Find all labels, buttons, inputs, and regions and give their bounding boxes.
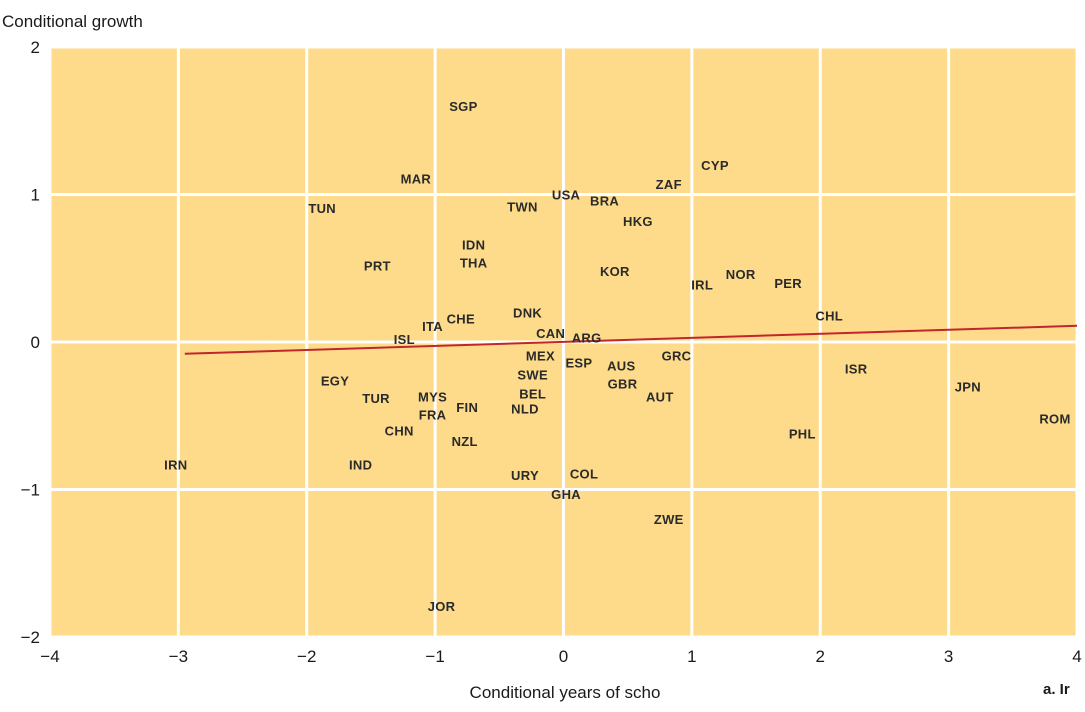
point-label-mys: MYS: [418, 390, 447, 405]
point-label-can: CAN: [536, 326, 565, 341]
point-label-col: COL: [570, 466, 598, 481]
point-label-zaf: ZAF: [656, 177, 682, 192]
point-label-kor: KOR: [600, 264, 630, 279]
point-label-zwe: ZWE: [654, 512, 684, 527]
point-label-isr: ISR: [845, 362, 868, 377]
corner-note: a. Ir: [1043, 681, 1070, 698]
point-label-dnk: DNK: [513, 306, 542, 321]
y-axis-title: Conditional growth: [2, 12, 143, 31]
point-label-phl: PHL: [789, 426, 816, 441]
x-tick-label: 4: [1072, 647, 1081, 666]
x-tick-label: 1: [687, 647, 696, 666]
point-label-aut: AUT: [646, 390, 674, 405]
point-label-esp: ESP: [565, 356, 592, 371]
point-label-isl: ISL: [394, 332, 415, 347]
x-tick-label: −2: [297, 647, 316, 666]
point-label-mex: MEX: [526, 348, 555, 363]
point-label-tun: TUN: [308, 201, 336, 216]
point-label-egy: EGY: [321, 373, 349, 388]
point-label-fra: FRA: [419, 407, 447, 422]
point-label-usa: USA: [552, 188, 581, 203]
point-label-jor: JOR: [428, 599, 456, 614]
x-tick-label: −3: [169, 647, 188, 666]
y-tick-label: 0: [31, 333, 40, 352]
y-tick-label: 2: [31, 38, 40, 57]
point-label-sgp: SGP: [449, 99, 477, 114]
trend-line: [184, 324, 1078, 355]
point-label-grc: GRC: [662, 348, 692, 363]
point-label-nld: NLD: [511, 401, 539, 416]
x-tick-label: −1: [425, 647, 444, 666]
x-axis-title: Conditional years of scho: [470, 683, 661, 702]
point-label-nzl: NZL: [452, 434, 478, 449]
point-label-nor: NOR: [726, 267, 756, 282]
point-label-swe: SWE: [517, 367, 548, 382]
point-label-che: CHE: [447, 311, 475, 326]
point-label-irn: IRN: [164, 457, 187, 472]
point-label-prt: PRT: [364, 258, 391, 273]
point-label-idn: IDN: [462, 238, 485, 253]
y-tick-label: 1: [31, 186, 40, 205]
point-label-bel: BEL: [519, 387, 546, 402]
x-tick-label: 0: [559, 647, 568, 666]
point-label-ind: IND: [349, 457, 372, 472]
tick-labels: −4 −3 −2 −1 0 1 2 3 4 −2 −1 0 1 2: [21, 38, 1082, 666]
point-label-cyp: CYP: [701, 158, 729, 173]
point-label-ita: ITA: [422, 319, 443, 334]
grid-lines: [48, 45, 1079, 639]
y-tick-label: −2: [21, 628, 40, 647]
country-labels: SGP CYP ZAF MAR USA BRA TWN TUN HKG IDN THA PRT KOR N…: [164, 99, 1070, 614]
point-label-twn: TWN: [507, 199, 538, 214]
point-label-tur: TUR: [362, 391, 390, 406]
point-label-irl: IRL: [691, 277, 713, 292]
point-label-fin: FIN: [456, 400, 478, 415]
point-label-chn: CHN: [385, 424, 414, 439]
point-label-arg: ARG: [572, 331, 602, 346]
x-tick-label: −4: [40, 647, 59, 666]
point-label-chl: CHL: [815, 308, 843, 323]
point-label-bra: BRA: [590, 193, 619, 208]
point-label-gha: GHA: [551, 487, 581, 502]
point-label-per: PER: [774, 276, 802, 291]
y-tick-label: −1: [21, 481, 40, 500]
point-label-tha: THA: [460, 255, 488, 270]
x-tick-label: 3: [944, 647, 953, 666]
point-label-aus: AUS: [607, 359, 635, 374]
point-label-jpn: JPN: [955, 379, 981, 394]
point-label-rom: ROM: [1039, 412, 1070, 427]
point-label-mar: MAR: [401, 171, 432, 186]
point-label-hkg: HKG: [623, 214, 653, 229]
point-label-ury: URY: [511, 468, 539, 483]
point-label-gbr: GBR: [608, 376, 638, 391]
x-tick-label: 2: [816, 647, 825, 666]
